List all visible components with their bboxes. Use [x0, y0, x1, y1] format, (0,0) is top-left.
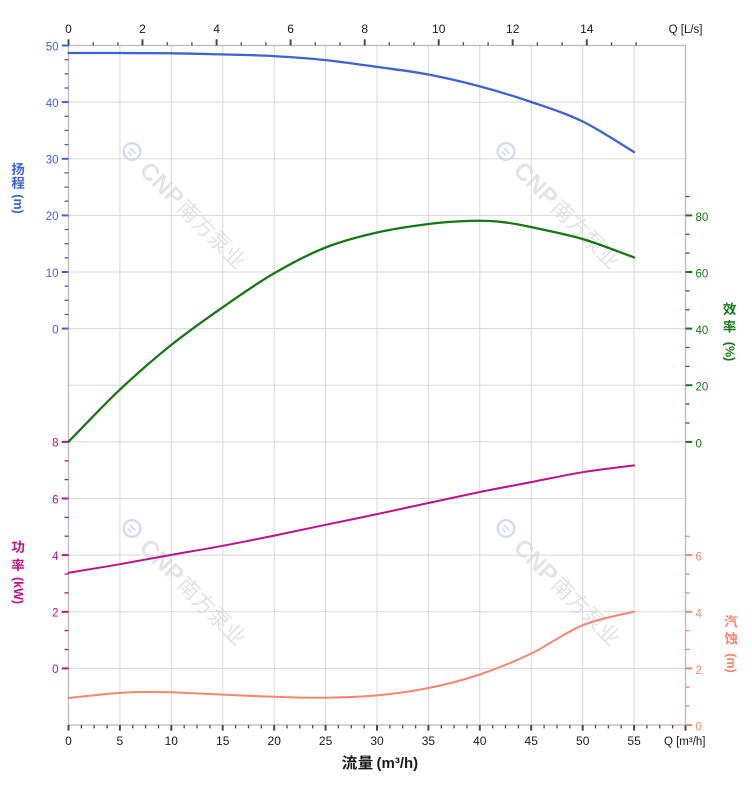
svg-text:25: 25 [319, 734, 333, 748]
svg-text:45: 45 [525, 734, 539, 748]
svg-text:(kW): (kW) [11, 577, 25, 604]
svg-text:Q [m³/h]: Q [m³/h] [664, 736, 706, 748]
svg-text:4: 4 [52, 551, 59, 563]
svg-text:(m): (m) [11, 194, 25, 213]
svg-text:20: 20 [46, 211, 59, 223]
svg-text:4: 4 [213, 22, 220, 36]
svg-text:8: 8 [361, 22, 368, 36]
svg-text:6: 6 [52, 494, 58, 506]
svg-text:40: 40 [473, 734, 487, 748]
svg-text:0: 0 [696, 438, 702, 450]
svg-text:8: 8 [52, 438, 58, 450]
svg-text:40: 40 [696, 325, 709, 337]
svg-text:50: 50 [576, 734, 590, 748]
svg-text:Q [L/s]: Q [L/s] [669, 24, 703, 36]
svg-text:(m): (m) [724, 653, 738, 672]
svg-text:55: 55 [627, 734, 641, 748]
svg-text:0: 0 [65, 734, 72, 748]
svg-text:10: 10 [165, 734, 179, 748]
svg-text:14: 14 [580, 22, 594, 36]
svg-text:30: 30 [46, 155, 59, 167]
svg-text:0: 0 [52, 324, 58, 336]
svg-text:40: 40 [46, 98, 59, 110]
svg-text:(%): (%) [723, 342, 737, 361]
svg-text:0: 0 [52, 664, 58, 676]
svg-text:6: 6 [287, 22, 294, 36]
svg-text:6: 6 [696, 552, 702, 564]
svg-text:(m³/h): (m³/h) [377, 755, 419, 772]
svg-text:5: 5 [117, 734, 124, 748]
svg-text:0: 0 [65, 22, 72, 36]
svg-text:35: 35 [422, 734, 436, 748]
svg-text:0: 0 [696, 722, 702, 734]
svg-text:2: 2 [52, 608, 58, 620]
svg-text:12: 12 [506, 22, 520, 36]
svg-text:80: 80 [696, 212, 709, 224]
svg-text:10: 10 [46, 268, 59, 280]
svg-text:2: 2 [696, 665, 702, 677]
svg-text:30: 30 [370, 734, 384, 748]
svg-text:2: 2 [139, 22, 146, 36]
svg-text:15: 15 [216, 734, 230, 748]
svg-text:4: 4 [696, 608, 703, 620]
svg-text:20: 20 [268, 734, 282, 748]
svg-text:60: 60 [696, 269, 709, 281]
svg-text:50: 50 [46, 41, 59, 53]
svg-text:10: 10 [432, 22, 446, 36]
svg-text:20: 20 [696, 382, 709, 394]
